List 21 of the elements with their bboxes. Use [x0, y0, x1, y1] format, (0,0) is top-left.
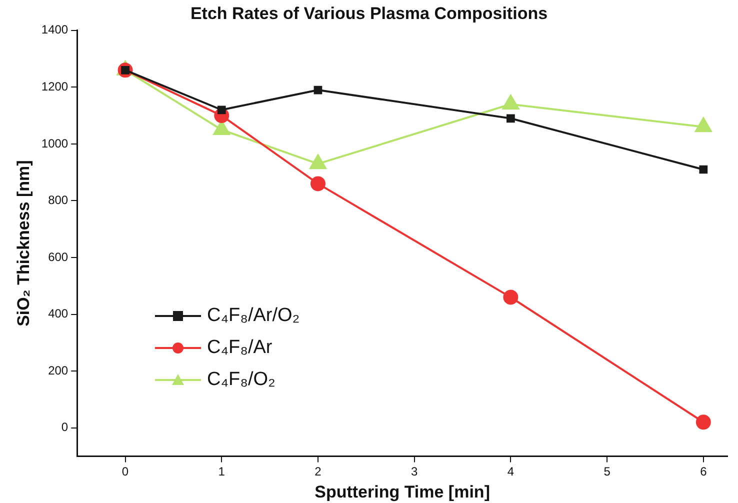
legend-label: C₄F₈/Ar/O₂	[207, 305, 300, 327]
x-axis-title: Sputtering Time [min]	[314, 482, 490, 502]
chart-title: Etch Rates of Various Plasma Compositions	[190, 4, 548, 23]
x-tick-label: 4	[507, 464, 514, 479]
x-tick-label: 3	[411, 464, 418, 479]
y-axis-title: SiO₂ Thickness [nm]	[14, 160, 33, 326]
legend-label: C₄F₈/Ar	[207, 337, 272, 359]
y-tick-label: 600	[48, 250, 68, 264]
y-tick-label: 400	[48, 306, 68, 321]
y-tick-label: 1400	[41, 22, 68, 37]
x-tick-label: 1	[218, 464, 226, 479]
x-tick-label: 0	[122, 464, 129, 479]
y-tick-label: 1000	[41, 136, 68, 150]
y-tick-label: 800	[48, 193, 68, 208]
x-tick-label: 6	[700, 464, 708, 479]
y-tick-label: 0	[61, 420, 68, 434]
y-tick-label: 200	[48, 363, 68, 378]
legend-label: C₄F₈/O₂	[207, 369, 276, 391]
x-tick-label: 2	[314, 464, 322, 479]
y-tick-label: 1200	[41, 79, 68, 94]
x-tick-label: 5	[604, 464, 611, 479]
